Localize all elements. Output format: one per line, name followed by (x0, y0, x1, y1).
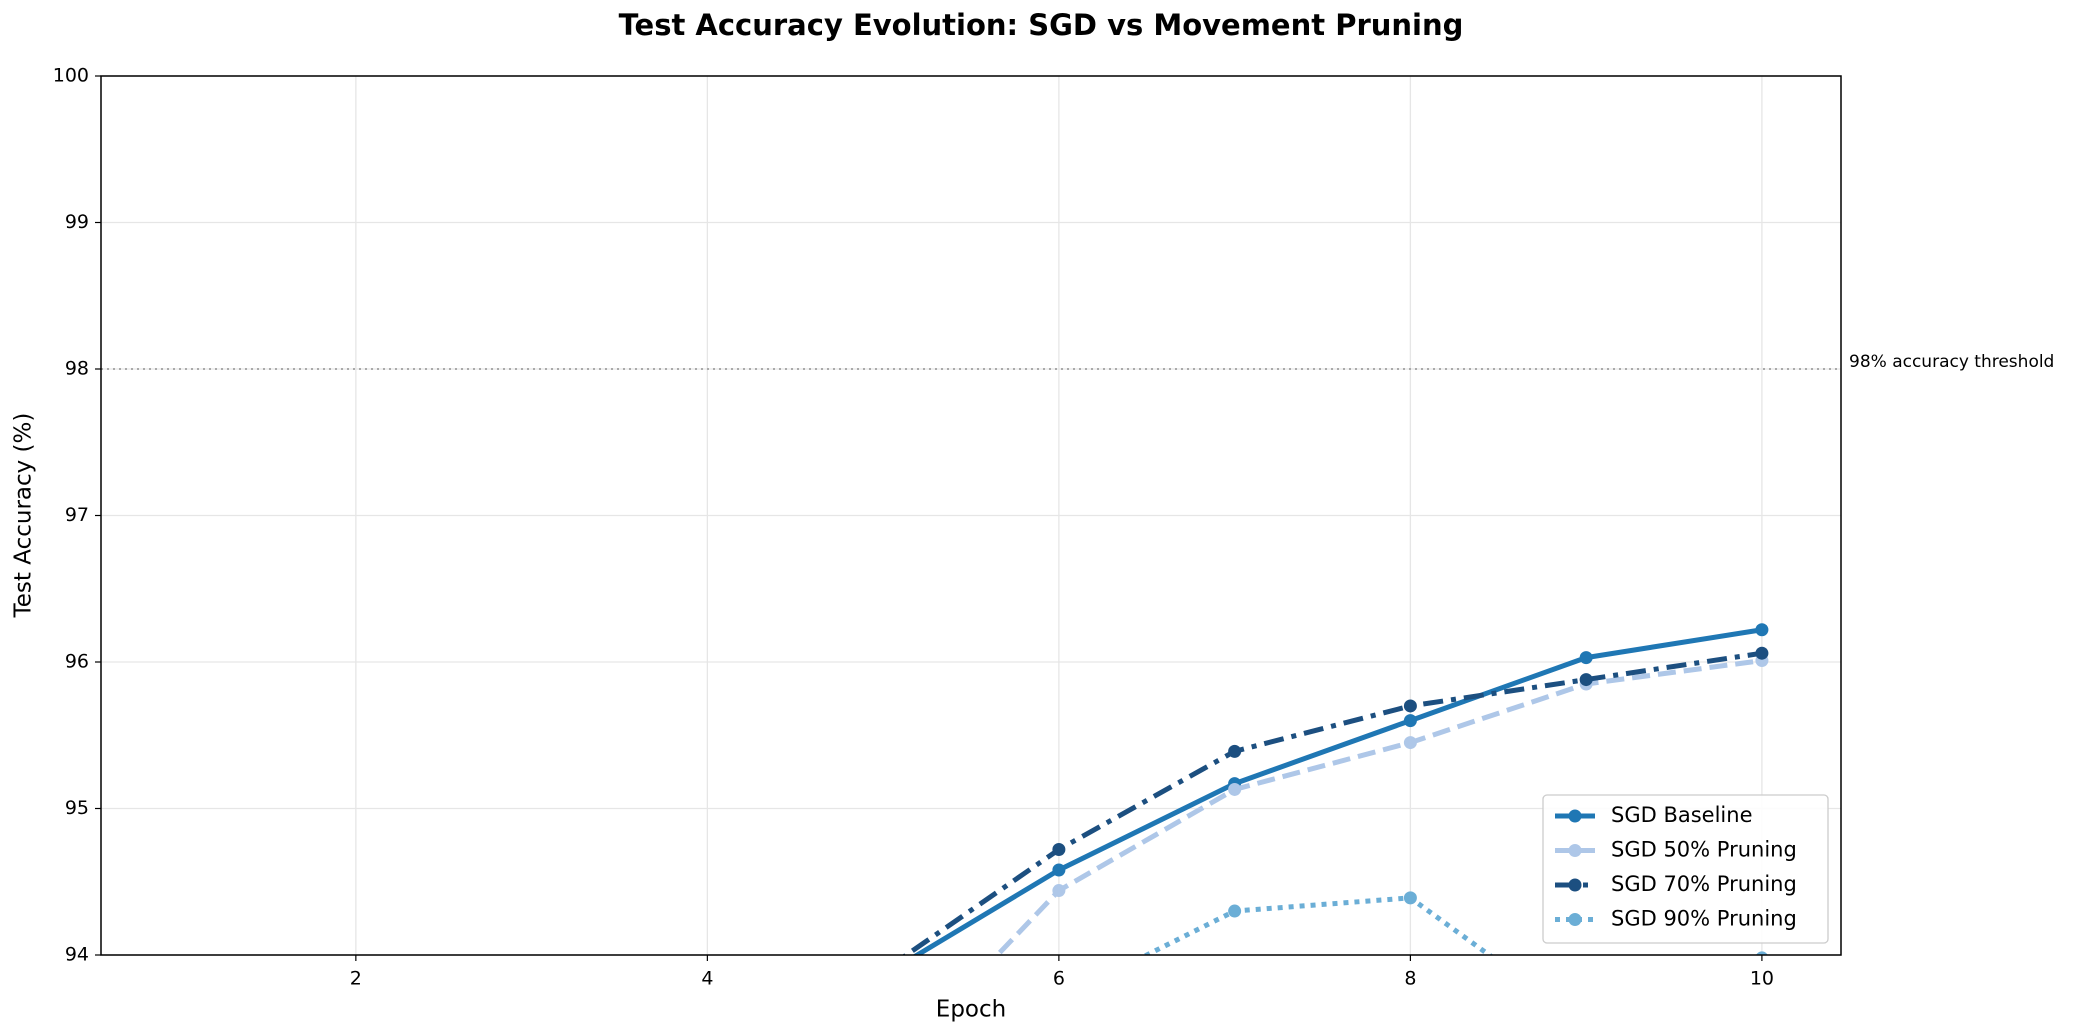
x-axis-label: Epoch (936, 997, 1006, 1023)
y-tick-label: 98 (65, 358, 89, 380)
data-point (1579, 673, 1593, 687)
series-line (912, 627, 1763, 955)
y-axis-label: Test Accuracy (%) (11, 413, 37, 619)
threshold-label: 98% accuracy threshold (1849, 352, 2054, 372)
x-tick-label: 4 (701, 968, 713, 990)
series-line (994, 658, 1763, 955)
series-line (902, 650, 1763, 955)
data-point (1755, 646, 1769, 660)
chart-title: Test Accuracy Evolution: SGD vs Movement… (619, 8, 1464, 42)
y-tick-label: 96 (65, 651, 89, 673)
data-point (1228, 744, 1242, 758)
y-tick-label: 100 (53, 65, 89, 87)
data-point (1755, 623, 1769, 637)
x-tick-label: 2 (350, 968, 362, 990)
data-point (877, 965, 890, 978)
data-point (1579, 651, 1593, 665)
legend-label: SGD 50% Pruning (1611, 838, 1797, 862)
data-point (1228, 782, 1242, 796)
data-point (1052, 843, 1066, 857)
data-point (1052, 992, 1065, 1005)
y-tick-label: 94 (65, 944, 89, 966)
data-point (1403, 891, 1417, 905)
plot-frame (100, 75, 1842, 956)
data-point (1756, 951, 1768, 955)
plot-area (877, 623, 1769, 1032)
legend-label: SGD 70% Pruning (1611, 872, 1797, 896)
x-tick-label: 10 (1750, 968, 1774, 990)
legend-label: SGD Baseline (1611, 803, 1752, 827)
legend-label: SGD 90% Pruning (1611, 907, 1797, 931)
x-tick-label: 6 (1053, 968, 1065, 990)
data-point (1580, 1019, 1593, 1032)
legend-marker (1568, 878, 1582, 892)
data-point (1052, 863, 1066, 877)
legend-box (1542, 794, 1829, 944)
data-point (1052, 884, 1066, 898)
x-tick-label: 8 (1404, 968, 1416, 990)
y-tick-label: 95 (65, 797, 89, 819)
legend-marker (1568, 913, 1582, 926)
data-point (1403, 699, 1417, 713)
y-tick-label: 97 (65, 504, 89, 526)
data-point (1403, 736, 1417, 750)
data-point (1403, 714, 1417, 728)
data-point (877, 969, 890, 982)
data-point (1228, 904, 1242, 918)
y-tick-label: 99 (65, 211, 89, 233)
legend-marker (1568, 809, 1582, 823)
legend-marker (1568, 844, 1582, 857)
